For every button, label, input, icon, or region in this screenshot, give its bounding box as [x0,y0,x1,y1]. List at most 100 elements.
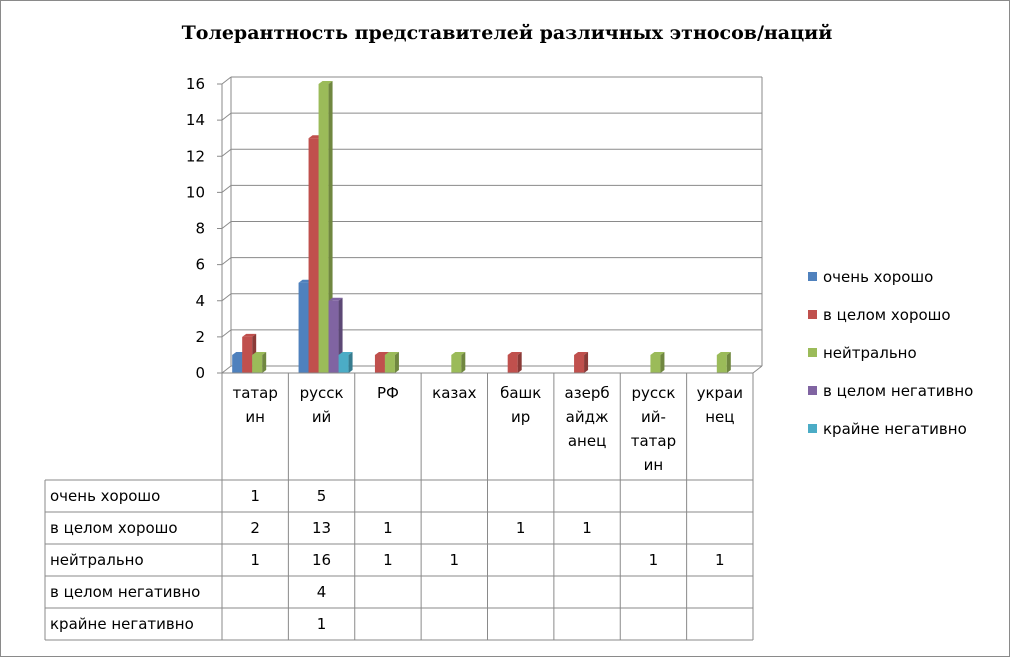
bar-front [507,354,518,373]
bar-front [252,354,263,373]
bar [507,351,522,373]
bar-front [451,354,462,373]
table-cell-value: 13 [312,519,331,537]
category-label: украи [697,384,743,402]
category-label: нец [705,408,734,426]
legend: очень хорошо в целом хорошо нейтрально в це… [808,268,973,438]
bar-top [374,351,389,355]
bar-top [242,333,257,337]
bar-front [298,282,309,373]
category-label: казах [432,384,476,402]
table-cell-value: 1 [582,519,592,537]
bar-front [232,354,243,373]
legend-label: нейтрально [823,344,917,362]
table-cell-value: 1 [450,551,460,569]
bar [338,351,353,373]
bar-front [374,354,385,373]
y-tick-label: 10 [186,183,205,201]
table-cell-value: 1 [250,551,260,569]
bar-front [574,354,585,373]
table-cell-value: 1 [516,519,526,537]
y-tick-label: 4 [195,292,205,310]
legend-swatch [808,310,817,319]
category-label: РФ [377,384,399,402]
bar-top [574,351,589,355]
bar-front [650,354,661,373]
y-tick-label: 8 [195,220,205,238]
bar [716,351,731,373]
gridline [221,293,232,302]
gridline [221,365,232,374]
legend-label: в целом хорошо [823,306,951,324]
bar-top [328,297,343,301]
y-tick-label: 2 [195,328,205,346]
table-cell-value: 4 [317,583,327,601]
y-tick-label: 0 [195,364,205,382]
bar-top [650,351,665,355]
bar [650,351,665,373]
legend-label: крайне негативно [823,420,967,438]
bar-side [726,351,731,373]
bar-side [517,351,522,373]
bar-front [242,336,253,373]
bar [252,351,267,373]
category-label: ин [245,408,265,426]
bar [384,351,399,373]
table-cell-value: 1 [649,551,659,569]
floor-edge [752,365,763,374]
category-label: башк [500,384,541,402]
category-label: азерб [564,384,609,402]
category-label: ий- [641,408,666,426]
gridline [221,112,232,121]
bars [232,81,731,373]
bar-side [262,351,267,373]
category-label: ий [312,408,332,426]
gridline [221,148,232,157]
category-label: русск [300,384,344,402]
bar-side [584,351,589,373]
y-tick-label: 6 [195,256,205,274]
legend-swatch [808,386,817,395]
bar-top [716,351,731,355]
table-cell-value: 1 [383,551,393,569]
bar-front [318,84,329,373]
gridline [221,184,232,193]
category-label: русск [631,384,675,402]
legend-swatch [808,424,817,433]
table-cell-value: 16 [312,551,331,569]
legend-swatch [808,348,817,357]
category-label: ир [511,408,530,426]
bar-top [384,351,399,355]
legend-label: в целом негативно [823,382,973,400]
bar [574,351,589,373]
table-row-label: в целом негативно [50,583,200,601]
table-cell-value: 1 [383,519,393,537]
bar-front [716,354,727,373]
gridline [221,257,232,266]
bar-top [252,351,267,355]
category-label: татар [631,432,676,450]
legend-swatch [808,272,817,281]
gridline [221,329,232,338]
bar-side [394,351,399,373]
table-cell-value: 1 [317,615,327,633]
data-table: татар ин русск ий РФ казах башк ир азерб айдж анец… [44,373,754,641]
table-row-label: нейтрально [50,551,144,569]
y-tick-label: 12 [186,147,205,165]
y-tick-label: 16 [186,75,205,93]
category-label: татар [232,384,277,402]
bar-front [308,138,319,373]
bar-side [660,351,665,373]
category-label: ин [644,456,664,474]
bar-side [348,351,353,373]
gridline [221,221,232,229]
y-tick-label: 14 [186,111,205,129]
category-label: айдж [566,408,609,426]
bar-front [384,354,395,373]
table-cell-value: 2 [250,519,260,537]
table-cell-value: 5 [317,487,327,505]
table-row-label: крайне негативно [50,615,194,633]
bar-front [338,354,349,373]
